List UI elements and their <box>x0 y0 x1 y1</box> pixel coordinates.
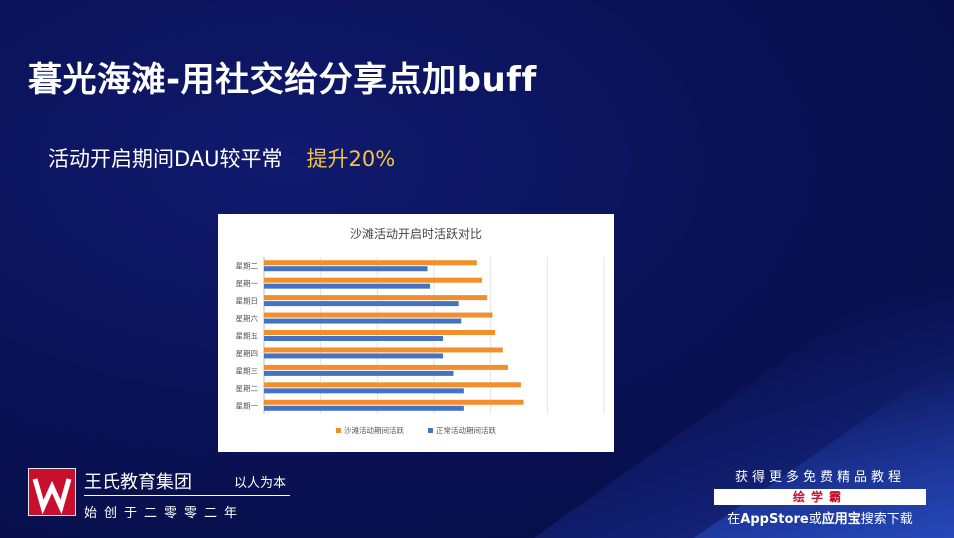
subtitle-highlight: 提升20% <box>306 147 396 171</box>
bar-active-2 <box>264 364 508 370</box>
bar-active-3 <box>264 347 503 353</box>
brand-founded: 始创于二零零二年 <box>84 506 245 521</box>
bar-chart: 沙滩活动开启时活跃对比星期一星期二星期三星期四星期五星期六星期日星期一星期二沙滩… <box>236 227 605 435</box>
bar-normal-7 <box>264 283 431 289</box>
category-label: 星期一 <box>236 401 259 410</box>
bar-normal-0 <box>264 405 464 411</box>
legend-swatch-0 <box>336 428 341 433</box>
legend-label-1: 正常活动期间活跃 <box>436 425 496 435</box>
bar-normal-5 <box>264 318 462 324</box>
chart-card: 沙滩活动开启时活跃对比 星期一 星期二 星期三 星期四 星期五 星期六 星期日 星期一 星期二 沙滩… <box>218 214 614 452</box>
bar-active-8 <box>264 260 477 266</box>
slide-subtitle: 活动开启期间DAU较平常 提升20% <box>48 143 395 173</box>
legend-swatch-1 <box>428 428 433 433</box>
w-logo-icon <box>28 468 76 516</box>
category-label: 星期日 <box>236 297 259 306</box>
bar-normal-3 <box>264 353 444 359</box>
legend-label-0: 沙滩活动期间活跃 <box>344 425 404 435</box>
bar-active-4 <box>264 330 495 335</box>
promo-app-name: 绘学霸 <box>714 489 926 505</box>
bar-active-6 <box>264 295 488 301</box>
promo-suffix: 搜索下载 <box>860 512 913 527</box>
bar-active-1 <box>264 382 521 388</box>
bar-normal-1 <box>264 388 464 394</box>
brand-name: 王氏教育集团 <box>84 472 192 493</box>
category-label: 星期二 <box>236 384 259 393</box>
promo-store-appstore: AppStore <box>740 512 809 527</box>
chart-title: 沙滩活动开启时活跃对比 <box>350 227 482 241</box>
promo-download-text: 在AppStore或应用宝搜索下载 <box>714 508 926 527</box>
slide-title: 暮光海滩-用社交给分享点加buff <box>28 60 537 100</box>
subtitle-text: 活动开启期间DAU较平常 <box>48 147 283 171</box>
brand-divider <box>84 495 290 496</box>
bar-normal-6 <box>264 301 459 307</box>
bar-active-5 <box>264 312 493 318</box>
category-label: 星期四 <box>236 349 259 358</box>
promo-tagline: 获得更多免费精品教程 <box>734 470 905 485</box>
promo-or: 或 <box>808 512 822 527</box>
bar-normal-8 <box>264 266 428 272</box>
bar-active-7 <box>264 277 483 283</box>
promo-prefix: 在 <box>727 512 741 527</box>
brand-motto: 以人为本 <box>234 476 287 491</box>
category-label: 星期三 <box>236 366 259 375</box>
category-label: 星期一 <box>236 279 259 288</box>
category-label: 星期五 <box>236 332 259 341</box>
bar-normal-4 <box>264 336 444 341</box>
bar-active-0 <box>264 399 524 405</box>
promo-block: 获得更多免费精品教程 绘学霸 在AppStore或应用宝搜索下载 <box>714 466 926 527</box>
category-label: 星期二 <box>236 262 259 271</box>
promo-store-yyb: 应用宝 <box>821 512 861 527</box>
bar-normal-2 <box>264 370 454 376</box>
category-label: 星期六 <box>236 313 259 323</box>
